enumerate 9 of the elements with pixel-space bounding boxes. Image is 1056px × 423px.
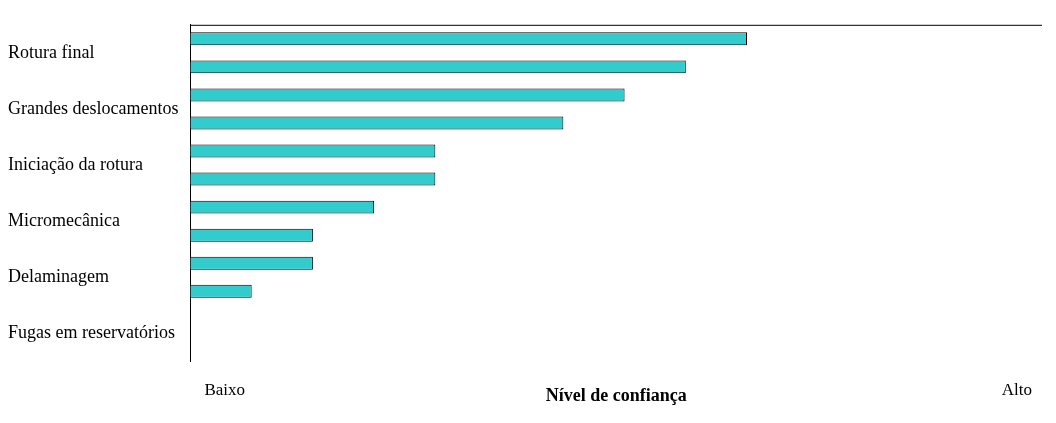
- y-tick-label: Grandes deslocamentos: [8, 97, 179, 118]
- y-tick-label: Rotura final: [8, 41, 95, 62]
- y-tick-label: Delaminagem: [8, 265, 109, 286]
- text: Baixo: [204, 379, 246, 399]
- y-tick-label: Iniciação da rotura: [8, 153, 143, 174]
- x-axis-title: Nível de confiança: [545, 384, 687, 405]
- y-tick-label: Fugas em reservatórios: [8, 322, 175, 343]
- text: Alto: [1001, 379, 1032, 399]
- y-tick-label: Micromecânica: [8, 209, 120, 230]
